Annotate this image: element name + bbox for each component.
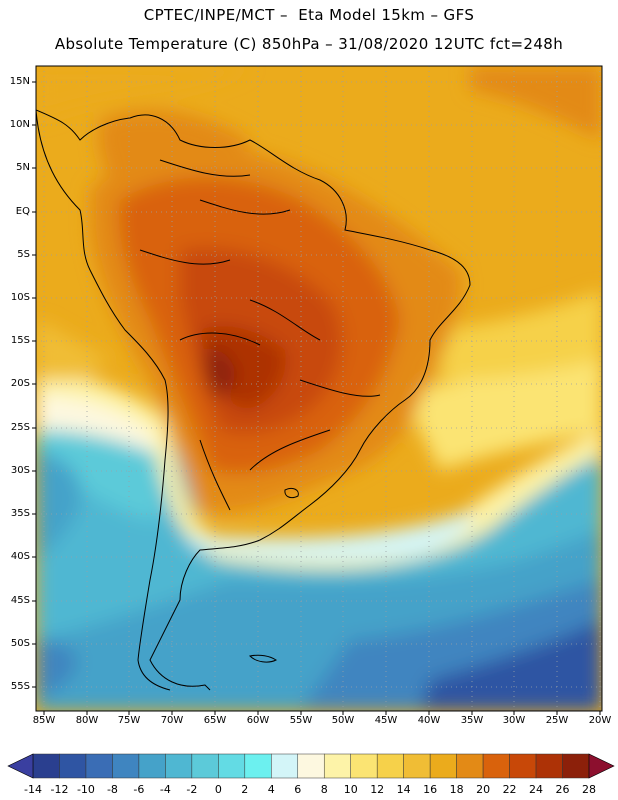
colorbar-label: -2	[186, 783, 198, 796]
colorbar-cell	[138, 753, 166, 779]
colorbar-label: 20	[476, 783, 491, 796]
lat-label: 50S	[10, 638, 30, 649]
colorbar-cell	[323, 753, 351, 779]
colorbar	[7, 753, 615, 779]
colorbar-cells	[32, 753, 590, 779]
lon-label: 55W	[289, 715, 313, 726]
title-line-1: CPTEC/INPE/MCT – Eta Model 15km – GFS	[143, 6, 475, 24]
colorbar-cell	[429, 753, 457, 779]
colorbar-label: 8	[320, 783, 328, 796]
colorbar-label: 0	[214, 783, 222, 796]
lon-label: 65W	[203, 715, 227, 726]
colorbar-label: -12	[50, 783, 69, 796]
colorbar-label: -6	[133, 783, 145, 796]
lon-label: 70W	[160, 715, 184, 726]
colorbar-cell	[376, 753, 404, 779]
axis-ticks	[32, 81, 601, 715]
colorbar-cell	[191, 753, 219, 779]
lon-label: 50W	[331, 715, 355, 726]
colorbar-high-arrow	[588, 753, 615, 779]
colorbar-cell	[403, 753, 431, 779]
lat-label: 30S	[10, 465, 30, 476]
colorbar-label: 4	[267, 783, 275, 796]
colorbar-label: 6	[294, 783, 302, 796]
colorbar-cell	[562, 753, 590, 779]
colorbar-cell	[350, 753, 378, 779]
lat-label: 25S	[10, 422, 30, 433]
lat-label: 45S	[10, 595, 30, 606]
lat-label: 35S	[10, 508, 30, 519]
lon-label: 45W	[374, 715, 398, 726]
colorbar-cell	[509, 753, 537, 779]
lon-label: 60W	[246, 715, 270, 726]
lat-label: 40S	[10, 551, 30, 562]
lat-label: 10N	[9, 119, 30, 130]
lon-label: 35W	[460, 715, 484, 726]
colorbar-label: 16	[423, 783, 438, 796]
colorbar-cell	[85, 753, 113, 779]
colorbar-label: 18	[449, 783, 464, 796]
lat-label: 5S	[17, 249, 30, 260]
lat-label: 20S	[10, 378, 30, 389]
lon-label: 30W	[502, 715, 526, 726]
lat-label: EQ	[15, 206, 30, 217]
colorbar-label: 24	[529, 783, 544, 796]
colorbar-label: -4	[159, 783, 171, 796]
colorbar-cell	[456, 753, 484, 779]
lat-label: 15S	[10, 335, 30, 346]
lat-label: 10S	[10, 292, 30, 303]
colorbar-cell	[244, 753, 272, 779]
temperature-field	[36, 66, 602, 711]
colorbar-label: -8	[106, 783, 118, 796]
title-line-2: Absolute Temperature (C) 850hPa – 31/08/…	[54, 35, 564, 53]
colorbar-label: 14	[396, 783, 411, 796]
colorbar-label: 28	[582, 783, 596, 796]
lon-label: 75W	[117, 715, 141, 726]
colorbar-label: 26	[555, 783, 570, 796]
colorbar-cell	[112, 753, 140, 779]
colorbar-cell	[535, 753, 563, 779]
colorbar-cell	[271, 753, 299, 779]
colorbar-cell	[59, 753, 87, 779]
colorbar-cell	[218, 753, 246, 779]
colorbar-cell	[165, 753, 193, 779]
coastlines	[36, 109, 471, 691]
colorbar-label: 10	[343, 783, 358, 796]
lat-label: 15N	[9, 76, 30, 87]
colorbar-low-arrow	[7, 753, 34, 779]
lon-label: 85W	[32, 715, 56, 726]
lon-label: 20W	[588, 715, 612, 726]
colorbar-label: 2	[241, 783, 249, 796]
colorbar-cell	[297, 753, 325, 779]
lat-label: 5N	[16, 162, 30, 173]
lon-label: 25W	[545, 715, 569, 726]
colorbar-cell	[32, 753, 60, 779]
lon-label: 40W	[417, 715, 441, 726]
colorbar-cell	[482, 753, 510, 779]
colorbar-label: -14	[24, 783, 42, 796]
colorbar-label: 12	[370, 783, 385, 796]
map-frame	[35, 65, 603, 712]
colorbar-label: -10	[76, 783, 95, 796]
colorbar-label: 22	[502, 783, 517, 796]
lon-label: 80W	[75, 715, 99, 726]
lat-label: 55S	[10, 681, 30, 692]
